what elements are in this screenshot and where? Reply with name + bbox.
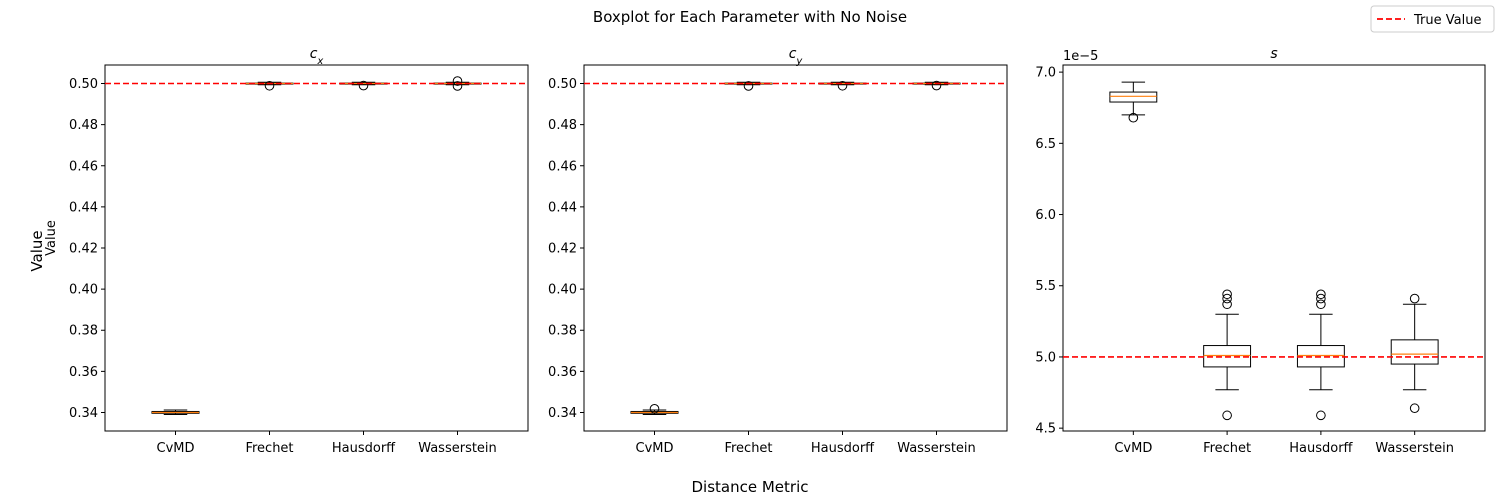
flier-point	[743, 81, 754, 91]
y-offset-text: 1e−5	[1063, 49, 1098, 64]
flier-point	[931, 80, 942, 91]
box-wasserstein	[912, 80, 961, 91]
axes-frame	[583, 64, 1008, 432]
axes-frame	[104, 64, 529, 432]
legend: True Value	[1370, 5, 1495, 33]
box-cvmd	[1109, 81, 1158, 123]
y-tick-label: 0.42	[69, 242, 98, 257]
x-tick-label: Hausdorff	[811, 441, 875, 456]
y-tick-label: 0.44	[69, 200, 98, 215]
box-frechet	[1203, 289, 1252, 421]
box-hausdorff	[339, 80, 388, 91]
panel-title: cx	[310, 46, 324, 67]
box-body	[1109, 91, 1158, 103]
y-tick-label: 5.0	[1035, 350, 1056, 365]
flier-point	[452, 76, 463, 86]
y-tick-label: 0.34	[548, 406, 577, 421]
x-tick-label: Wasserstein	[1375, 441, 1454, 456]
axes-ylabel: Value	[44, 220, 59, 256]
y-tick-label: 0.38	[69, 324, 98, 339]
panel-title: cy	[789, 46, 804, 67]
x-tick-label: CvMD	[157, 441, 195, 456]
x-tick-label: CvMD	[636, 441, 674, 456]
y-tick-label: 4.5	[1035, 422, 1056, 437]
box-cvmd	[630, 403, 679, 416]
flier-point	[1222, 299, 1232, 310]
y-tick-label: 0.40	[69, 283, 98, 298]
figure-xlabel: Distance Metric	[692, 478, 809, 496]
y-tick-label: 5.5	[1035, 279, 1056, 294]
y-tick-label: 0.44	[548, 200, 577, 215]
flier-point	[649, 403, 660, 414]
y-tick-label: 7.0	[1035, 66, 1056, 81]
box-wasserstein	[1390, 293, 1439, 414]
axes-frame	[1062, 64, 1486, 432]
flier-point	[837, 80, 848, 91]
box-body	[1390, 339, 1439, 365]
y-tick-label: 6.5	[1035, 137, 1056, 152]
y-tick-label: 0.38	[548, 324, 577, 339]
flier-point	[264, 80, 275, 91]
y-tick-label: 0.34	[69, 406, 98, 421]
y-tick-label: 0.40	[548, 283, 577, 298]
flier-point	[452, 81, 463, 91]
y-tick-label: 0.50	[548, 77, 577, 92]
x-tick-label: Frechet	[1203, 441, 1251, 456]
x-tick-label: Hausdorff	[1289, 441, 1353, 456]
flier-point	[1128, 112, 1139, 123]
y-tick-label: 0.46	[548, 159, 577, 174]
flier-point	[1409, 293, 1420, 304]
y-tick-label: 0.42	[548, 242, 577, 257]
y-tick-label: 0.46	[69, 159, 98, 174]
panel-c-y: cy 0.34 0.36 0.38 0.40 0.42 0.44 0.46 0.48 0.50 Cv…	[548, 46, 1008, 456]
x-tick-label: Wasserstein	[418, 441, 497, 456]
figure-ylabel: Value	[28, 230, 46, 271]
legend-true-value-label: True Value	[1413, 13, 1481, 28]
box-cvmd	[151, 409, 200, 416]
flier-point	[1409, 403, 1420, 414]
x-tick-label: Wasserstein	[897, 441, 976, 456]
flier-point	[1316, 289, 1326, 300]
x-tick-label: Frechet	[724, 441, 772, 456]
panel-c-x: cx Value 0.34 0.36 0.38 0.40 0.42 0.44 0.46 0.48 0…	[44, 46, 529, 456]
panel-s: s 4.5 5.0 5.5 6.0 6.5 7.0 1e−5 CvMD Frechet Hausdo…	[1035, 46, 1486, 456]
box-hausdorff	[1296, 289, 1345, 421]
y-tick-label: 6.0	[1035, 208, 1056, 223]
x-tick-label: Hausdorff	[332, 441, 396, 456]
flier-point	[358, 80, 369, 91]
panel-title: s	[1270, 46, 1277, 62]
y-tick-label: 0.50	[69, 77, 98, 92]
flier-point	[1316, 293, 1326, 304]
flier-point	[1316, 299, 1326, 310]
y-tick-label: 0.48	[69, 118, 98, 133]
x-tick-label: Frechet	[245, 441, 293, 456]
flier-point	[1222, 293, 1232, 304]
flier-point	[1316, 410, 1326, 421]
y-tick-label: 0.36	[69, 365, 98, 380]
flier-point	[1222, 410, 1232, 421]
y-tick-label: 0.36	[548, 365, 577, 380]
x-tick-label: CvMD	[1114, 441, 1152, 456]
y-tick-label: 0.48	[548, 118, 577, 133]
legend-frame	[1370, 5, 1495, 33]
figure-title: Boxplot for Each Parameter with No Noise	[593, 8, 907, 26]
flier-point	[1222, 289, 1232, 300]
